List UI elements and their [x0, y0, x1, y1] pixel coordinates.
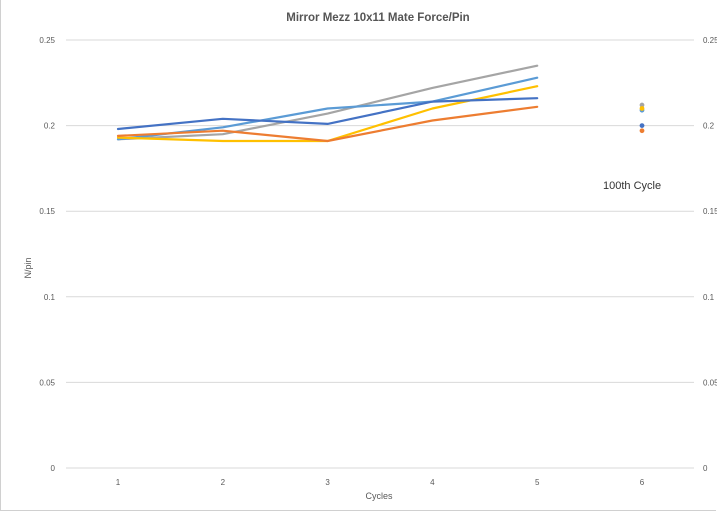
x-axis-ticks: 1 2 3 4 5 6	[116, 478, 645, 487]
series-line-5	[116, 97, 539, 131]
x-tick-label: 5	[535, 478, 540, 487]
y-axis-ticks-right: 0 0.05 0.1 0.15 0.2 0.25	[703, 36, 717, 473]
y-tick-label-right: 0.2	[703, 122, 715, 131]
y-axis-label: N/pin	[23, 257, 33, 278]
series-lines	[116, 64, 539, 143]
series-line-2	[116, 76, 539, 141]
annotation-100th-cycle: 100th Cycle	[603, 180, 661, 192]
x-tick-label: 4	[430, 478, 435, 487]
x-tick-label: 3	[325, 478, 330, 487]
y-axis-ticks-left: 0 0.05 0.1 0.15 0.2 0.25	[39, 36, 55, 473]
y-tick-label: 0.2	[44, 122, 56, 131]
y-tick-label: 0.1	[44, 293, 56, 302]
y-tick-label-right: 0.1	[703, 293, 715, 302]
y-tick-label-right: 0.05	[703, 378, 717, 387]
y-tick-label: 0.05	[39, 378, 55, 387]
cycle-6-point-4	[639, 128, 645, 134]
cycle-6-point-3	[639, 106, 645, 111]
series-line-1	[116, 64, 539, 141]
x-axis-label: Cycles	[365, 491, 393, 501]
x-tick-label: 6	[640, 478, 645, 487]
y-tick-label: 0	[51, 464, 56, 473]
x-tick-label: 1	[116, 478, 121, 487]
y-tick-label: 0.25	[39, 36, 55, 45]
cycle-6-point-5	[639, 123, 645, 128]
chart-title: Mirror Mezz 10x11 Mate Force/Pin	[286, 12, 469, 24]
cycle-6-point-1	[639, 102, 645, 108]
y-tick-label-right: 0	[703, 464, 708, 473]
x-tick-label: 2	[221, 478, 226, 487]
y-tick-label-right: 0.15	[703, 207, 717, 216]
series-line-4	[116, 105, 539, 143]
y-tick-label-right: 0.25	[703, 36, 717, 45]
cycle-6-points	[639, 102, 645, 134]
y-tick-label: 0.15	[39, 207, 55, 216]
